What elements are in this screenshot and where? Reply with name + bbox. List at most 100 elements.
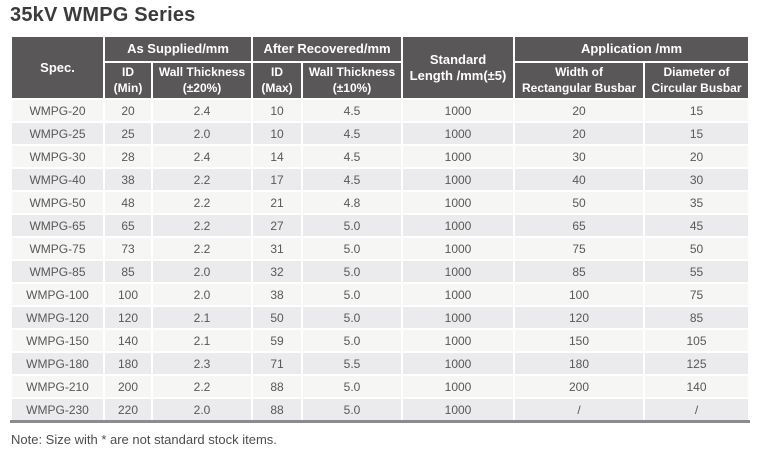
- spec-table: Spec. As Supplied/mm After Recovered/mm …: [10, 37, 751, 424]
- cell-id-min: 85: [103, 259, 153, 285]
- cell-id-max: 38: [251, 282, 304, 308]
- cell-id-min: 28: [103, 144, 153, 170]
- cell-id-max: 17: [251, 167, 304, 193]
- cell-standard-length: 1000: [401, 259, 516, 285]
- cell-diameter-circular-busbar: 35: [643, 190, 751, 216]
- cell-id-max: 88: [251, 397, 304, 423]
- cell-standard-length: 1000: [401, 213, 516, 239]
- cell-spec: WMPG-20: [10, 98, 105, 124]
- cell-spec: WMPG-25: [10, 121, 105, 147]
- table-row: WMPG-25 25 2.0 10 4.5 1000 20 15: [10, 121, 751, 147]
- cell-id-max: 88: [251, 374, 304, 400]
- cell-id-min: 20: [103, 98, 153, 124]
- cell-diameter-circular-busbar: /: [643, 397, 751, 423]
- cell-width-rectangular-busbar: 150: [513, 328, 646, 354]
- header-application: Application /mm: [513, 37, 751, 63]
- cell-wall-thickness-20: 2.0: [150, 259, 254, 285]
- cell-standard-length: 1000: [401, 144, 516, 170]
- table-row: WMPG-150 140 2.1 59 5.0 1000 150 105: [10, 328, 751, 354]
- cell-spec: WMPG-120: [10, 305, 105, 331]
- cell-width-rectangular-busbar: 30: [513, 144, 646, 170]
- cell-wall-thickness-20: 2.2: [150, 213, 254, 239]
- cell-diameter-circular-busbar: 15: [643, 121, 751, 147]
- cell-spec: WMPG-210: [10, 374, 105, 400]
- cell-diameter-circular-busbar: 30: [643, 167, 751, 193]
- table-header: Spec. As Supplied/mm After Recovered/mm …: [10, 37, 751, 101]
- cell-wall-thickness-10: 4.5: [301, 167, 404, 193]
- cell-id-max: 31: [251, 236, 304, 262]
- cell-diameter-circular-busbar: 105: [643, 328, 751, 354]
- cell-wall-thickness-10: 5.0: [301, 397, 404, 423]
- cell-wall-thickness-20: 2.4: [150, 144, 254, 170]
- cell-spec: WMPG-100: [10, 282, 105, 308]
- header-diameter-circular-busbar: Diameter of Circular Busbar: [643, 60, 751, 101]
- cell-wall-thickness-10: 5.0: [301, 213, 404, 239]
- table-row: WMPG-85 85 2.0 32 5.0 1000 85 55: [10, 259, 751, 285]
- cell-width-rectangular-busbar: 120: [513, 305, 646, 331]
- cell-standard-length: 1000: [401, 397, 516, 423]
- cell-id-max: 14: [251, 144, 304, 170]
- cell-id-min: 200: [103, 374, 153, 400]
- cell-standard-length: 1000: [401, 167, 516, 193]
- cell-width-rectangular-busbar: 20: [513, 121, 646, 147]
- table-row: WMPG-65 65 2.2 27 5.0 1000 65 45: [10, 213, 751, 239]
- cell-id-max: 32: [251, 259, 304, 285]
- table-row: WMPG-180 180 2.3 71 5.5 1000 180 125: [10, 351, 751, 377]
- cell-standard-length: 1000: [401, 121, 516, 147]
- table-row: WMPG-210 200 2.2 88 5.0 1000 200 140: [10, 374, 751, 400]
- cell-wall-thickness-10: 4.5: [301, 98, 404, 124]
- table-row: WMPG-40 38 2.2 17 4.5 1000 40 30: [10, 167, 751, 193]
- cell-id-min: 180: [103, 351, 153, 377]
- cell-wall-thickness-20: 2.2: [150, 190, 254, 216]
- cell-id-max: 10: [251, 98, 304, 124]
- table-row: WMPG-100 100 2.0 38 5.0 1000 100 75: [10, 282, 751, 308]
- cell-diameter-circular-busbar: 85: [643, 305, 751, 331]
- cell-wall-thickness-10: 5.0: [301, 374, 404, 400]
- table-row: WMPG-30 28 2.4 14 4.5 1000 30 20: [10, 144, 751, 170]
- cell-id-max: 59: [251, 328, 304, 354]
- cell-standard-length: 1000: [401, 328, 516, 354]
- cell-width-rectangular-busbar: 200: [513, 374, 646, 400]
- cell-spec: WMPG-85: [10, 259, 105, 285]
- table-row: WMPG-120 120 2.1 50 5.0 1000 120 85: [10, 305, 751, 331]
- cell-id-max: 10: [251, 121, 304, 147]
- cell-id-min: 120: [103, 305, 153, 331]
- cell-standard-length: 1000: [401, 98, 516, 124]
- table-row: WMPG-230 220 2.0 88 5.0 1000//: [10, 397, 751, 423]
- cell-wall-thickness-10: 5.0: [301, 305, 404, 331]
- cell-wall-thickness-20: 2.1: [150, 305, 254, 331]
- cell-width-rectangular-busbar: 50: [513, 190, 646, 216]
- cell-id-max: 21: [251, 190, 304, 216]
- cell-wall-thickness-10: 5.0: [301, 282, 404, 308]
- cell-standard-length: 1000: [401, 236, 516, 262]
- cell-wall-thickness-20: 2.0: [150, 397, 254, 423]
- cell-spec: WMPG-75: [10, 236, 105, 262]
- cell-width-rectangular-busbar: 20: [513, 98, 646, 124]
- cell-wall-thickness-20: 2.2: [150, 167, 254, 193]
- cell-width-rectangular-busbar: 65: [513, 213, 646, 239]
- cell-spec: WMPG-30: [10, 144, 105, 170]
- cell-wall-thickness-20: 2.1: [150, 328, 254, 354]
- footnote: Note: Size with * are not standard stock…: [11, 432, 277, 448]
- cell-width-rectangular-busbar: /: [513, 397, 646, 423]
- header-wall-thickness-10: Wall Thickness (±10%): [301, 60, 404, 101]
- cell-spec: WMPG-40: [10, 167, 105, 193]
- cell-wall-thickness-20: 2.2: [150, 374, 254, 400]
- cell-id-min: 220: [103, 397, 153, 423]
- header-spec: Spec.: [10, 37, 105, 101]
- cell-id-min: 25: [103, 121, 153, 147]
- cell-id-min: 73: [103, 236, 153, 262]
- page-title: 35kV WMPG Series: [10, 4, 196, 26]
- cell-diameter-circular-busbar: 140: [643, 374, 751, 400]
- cell-spec: WMPG-180: [10, 351, 105, 377]
- cell-wall-thickness-20: 2.0: [150, 121, 254, 147]
- header-width-rectangular-busbar: Width of Rectangular Busbar: [513, 60, 646, 101]
- table-body: WMPG-20 20 2.4 10 4.5 1000 20 15 WMPG-25 25 2.0 10 4…: [10, 98, 751, 423]
- cell-standard-length: 1000: [401, 351, 516, 377]
- cell-id-min: 140: [103, 328, 153, 354]
- cell-wall-thickness-10: 4.5: [301, 144, 404, 170]
- cell-id-min: 100: [103, 282, 153, 308]
- cell-standard-length: 1000: [401, 374, 516, 400]
- cell-spec: WMPG-150: [10, 328, 105, 354]
- table-row: WMPG-50 48 2.2 21 4.8 1000 50 35: [10, 190, 751, 216]
